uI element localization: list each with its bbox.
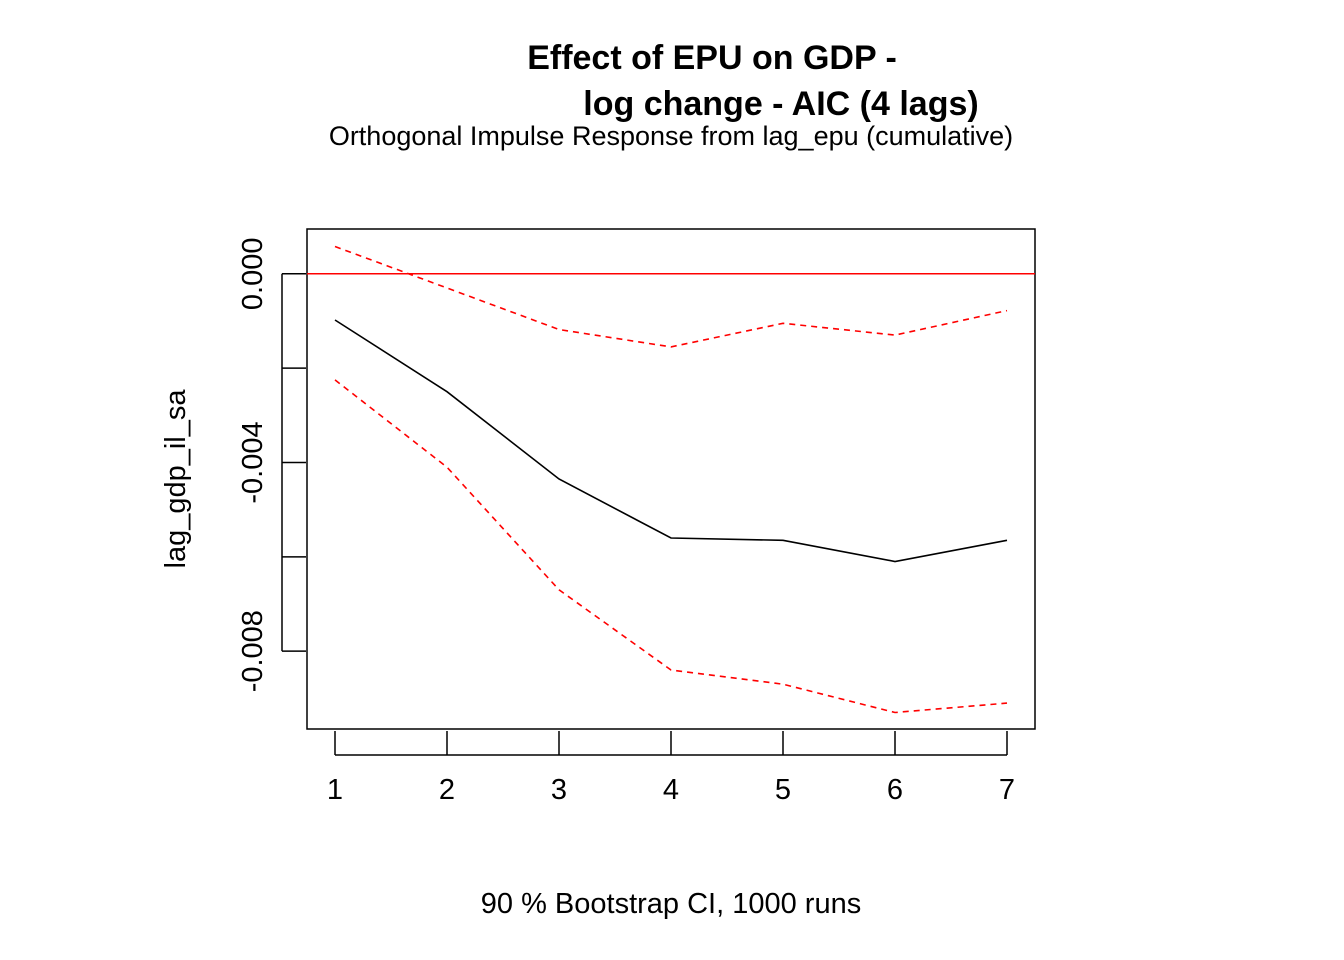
plot-frame [306, 228, 1036, 730]
x-tick-label: 5 [775, 774, 791, 806]
x-tick-label: 3 [551, 774, 567, 806]
series-line-irf [334, 319, 1008, 563]
x-tick-label: 2 [439, 774, 455, 806]
series-line-lower [334, 379, 1008, 714]
x-tick-label: 1 [327, 774, 343, 806]
y-tick-label: 0.000 [237, 238, 269, 311]
chart-title-line1: Effect of EPU on GDP - [527, 39, 897, 77]
series-line-upper [334, 245, 1008, 348]
y-axis-label: lag_gdp_il_sa [160, 389, 192, 569]
x-tick-label: 4 [663, 774, 679, 806]
series-layer [307, 245, 1035, 714]
x-axis: 1 2 3 4 5 6 7 [327, 731, 1015, 806]
y-axis: 0.000 -0.004 -0.008 [237, 238, 306, 692]
y-tick-label: -0.008 [237, 610, 269, 692]
x-tick-label: 6 [887, 774, 903, 806]
chart-title-line2: log change - AIC (4 lags) [583, 85, 978, 123]
y-tick-label: -0.004 [237, 421, 269, 503]
x-tick-label: 7 [999, 774, 1015, 806]
x-axis-label: 90 % Bootstrap CI, 1000 runs [481, 888, 861, 920]
chart-subtitle: Orthogonal Impulse Response from lag_epu… [329, 121, 1013, 151]
